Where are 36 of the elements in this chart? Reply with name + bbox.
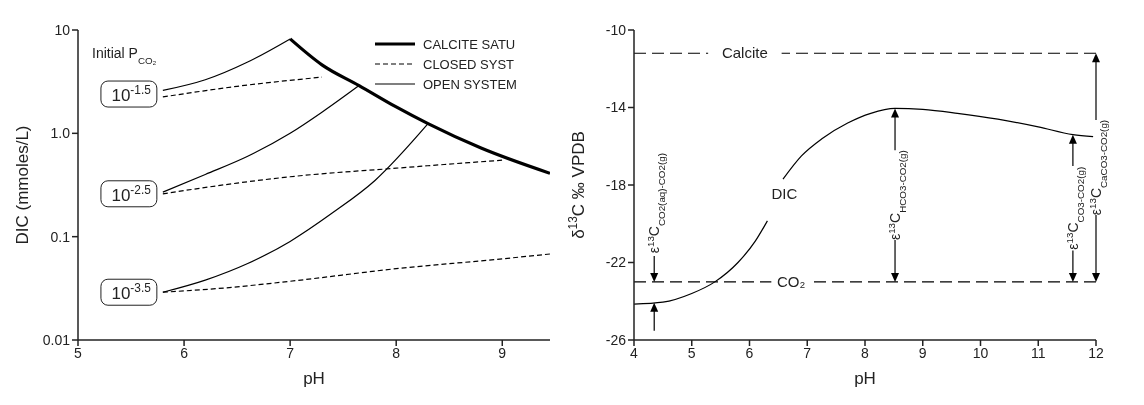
- y-tick-label: -18: [605, 176, 627, 193]
- x-tick-label: 9: [918, 344, 927, 361]
- legend-label: CALCITE SATU: [423, 37, 516, 52]
- x-tick-label: 12: [1088, 344, 1104, 361]
- y-tick-label: 1.0: [50, 125, 71, 142]
- y-tick-label: -22: [605, 254, 627, 271]
- x-tick-label: 6: [745, 344, 754, 361]
- x-tick-label: 5: [687, 344, 696, 361]
- annotation: 10$^{-1.5}$: [111, 83, 152, 106]
- x-tick-label: 8: [392, 344, 401, 361]
- x-axis-title: pH: [854, 369, 876, 388]
- legend-label: OPEN SYSTEM: [423, 77, 517, 92]
- y-tick-label: -14: [605, 99, 627, 116]
- x-tick-label: 8: [861, 344, 870, 361]
- ref-line-label: Calcite: [721, 44, 768, 62]
- y-tick-label: -26: [605, 331, 627, 348]
- x-tick-label: 4: [630, 344, 639, 361]
- x-tick-label: 5: [74, 344, 83, 361]
- x-tick-label: 10: [972, 344, 989, 361]
- x-tick-label: 9: [498, 344, 507, 361]
- y-axis-title: DIC (mmoles/L): [13, 125, 32, 245]
- ref-line-label: CO₂: [776, 272, 806, 290]
- annotation: 10$^{-2.5}$: [111, 182, 152, 205]
- legend-label: CLOSED SYST: [423, 57, 515, 72]
- y-tick-label: 0.1: [50, 228, 71, 245]
- y-tick-label: 0.01: [42, 331, 71, 348]
- x-tick-label: 7: [803, 344, 812, 361]
- series-label: DIC: [771, 184, 798, 202]
- y-tick-label: 10: [54, 21, 71, 38]
- y-tick-label: -10: [605, 21, 627, 38]
- annotation: 10$^{-3.5}$: [111, 281, 152, 304]
- x-tick-label: 11: [1030, 344, 1046, 361]
- annotation: Initial P$_{CO₂}$: [92, 45, 157, 66]
- x-tick-label: 7: [286, 344, 295, 361]
- x-tick-label: 6: [180, 344, 189, 361]
- x-axis-title: pH: [303, 369, 325, 388]
